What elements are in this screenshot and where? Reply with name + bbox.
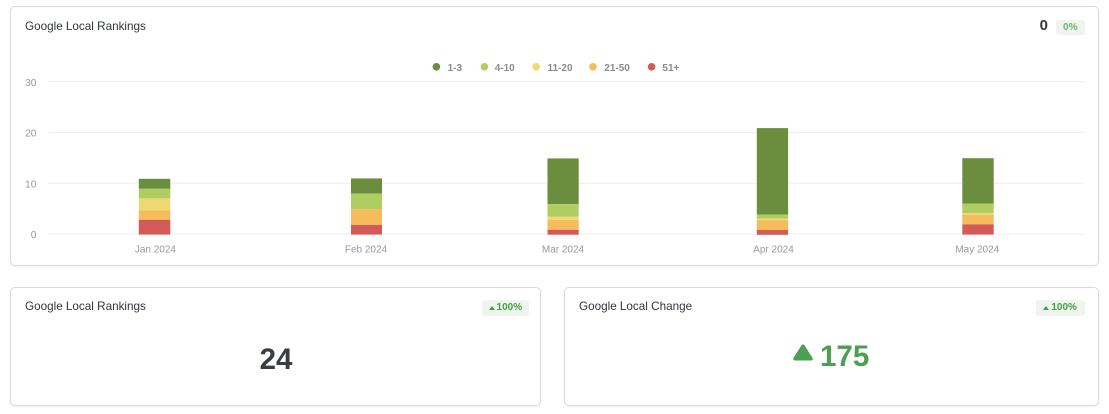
svg-text:0: 0 <box>31 230 37 241</box>
svg-text:Mar 2024: Mar 2024 <box>542 244 585 255</box>
svg-text:May 2024: May 2024 <box>955 244 999 255</box>
svg-text:4-10: 4-10 <box>495 63 515 74</box>
svg-text:Apr 2024: Apr 2024 <box>753 244 794 255</box>
svg-text:Feb 2024: Feb 2024 <box>345 244 388 255</box>
svg-text:11-20: 11-20 <box>548 63 573 74</box>
svg-text:20: 20 <box>25 129 37 140</box>
svg-text:30: 30 <box>25 78 37 89</box>
svg-text:10: 10 <box>25 180 37 191</box>
svg-text:21-50: 21-50 <box>604 63 630 74</box>
svg-text:1-3: 1-3 <box>448 63 463 74</box>
svg-text:Jan 2024: Jan 2024 <box>135 244 177 255</box>
svg-text:51+: 51+ <box>662 63 679 74</box>
